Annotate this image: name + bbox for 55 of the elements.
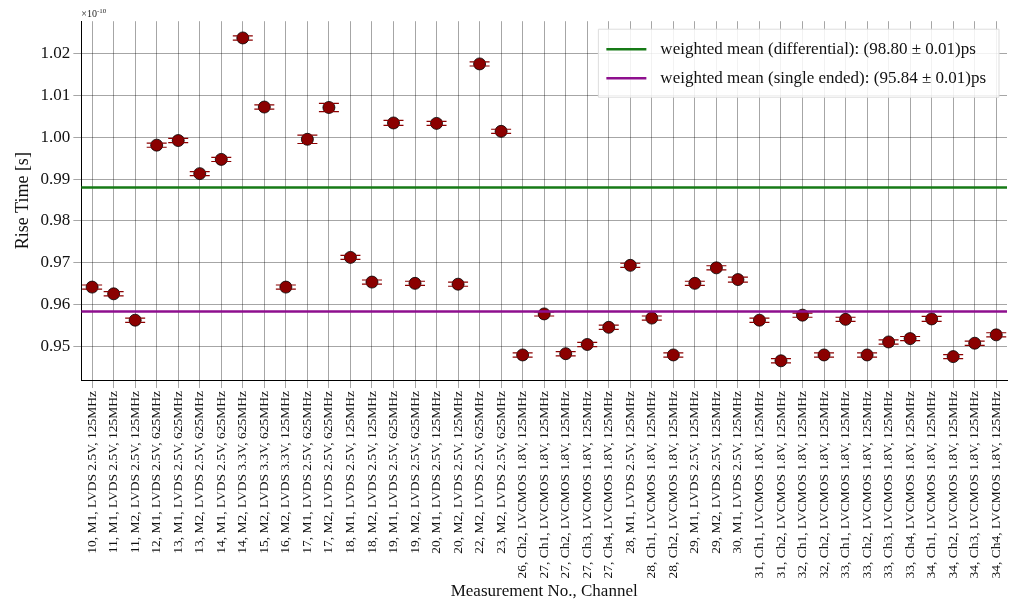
x-tick-label: 19, M2, LVDS 2.5V, 625MHz bbox=[406, 391, 422, 554]
x-tick-label: 27, Ch4, LVCMOS 1.8V, 125MHz bbox=[600, 391, 616, 579]
x-tick-label: 33, Ch1, LVCMOS 1.8V, 125MHz bbox=[837, 391, 853, 579]
x-tick-label: 29, M2, LVDS 2.5V, 125MHz bbox=[707, 391, 723, 554]
x-tick-label: 28, Ch2, LVCMOS 1.8V, 125MHz bbox=[664, 391, 680, 579]
y-tick-label: 0.98 bbox=[40, 210, 71, 230]
y-tick-label: 1.00 bbox=[40, 126, 71, 146]
x-tick-label: 33, Ch3, LVCMOS 1.8V, 125MHz bbox=[880, 391, 896, 579]
x-tick-label: 34, Ch2, LVCMOS 1.8V, 125MHz bbox=[944, 391, 960, 579]
x-tick-label: 32, Ch2, LVCMOS 1.8V, 125MHz bbox=[815, 391, 831, 579]
x-tick-label: 28, M1, LVDS 2.5V, 125MHz bbox=[621, 391, 637, 554]
x-tick-label: 30, M1, LVDS 2.5V, 125MHz bbox=[729, 391, 745, 554]
x-tick-label: 26, Ch2, LVCMOS 1.8V, 125MHz bbox=[514, 391, 530, 579]
x-tick-label: 18, M1, LVDS 2.5V, 125MHz bbox=[341, 391, 357, 554]
x-tick-label: 11, M2, LVDS 2.5V, 125MHz bbox=[126, 391, 142, 554]
x-tick-label: 31, Ch1, LVCMOS 1.8V, 125MHz bbox=[750, 391, 766, 579]
y-tick-label: 0.95 bbox=[40, 336, 71, 356]
x-tick-label: 13, M2, LVDS 2.5V, 625MHz bbox=[191, 391, 207, 554]
y-tick-label: 0.96 bbox=[40, 294, 71, 314]
x-tick-label: 19, M1, LVDS 2.5V, 625MHz bbox=[385, 391, 401, 554]
y-tick-label: 1.01 bbox=[40, 84, 71, 104]
x-tick-label: 27, Ch1, LVCMOS 1.8V, 125MHz bbox=[535, 391, 551, 579]
y-tick-label: 1.02 bbox=[40, 42, 71, 62]
y-tick-label: 0.99 bbox=[40, 168, 71, 188]
x-tick-label: 34, Ch4, LVCMOS 1.8V, 125MHz bbox=[987, 391, 1003, 579]
x-tick-label: 16, M2, LVDS 3.3V, 125MHz bbox=[277, 391, 293, 554]
x-tick-label: 33, Ch2, LVCMOS 1.8V, 125MHz bbox=[858, 391, 874, 579]
x-tick-label: 13, M1, LVDS 2.5V, 625MHz bbox=[169, 391, 185, 554]
x-tick-label: 32, Ch1, LVCMOS 1.8V, 125MHz bbox=[794, 391, 810, 579]
x-tick-label: 28, Ch1, LVCMOS 1.8V, 125MHz bbox=[643, 391, 659, 579]
x-tick-label: 34, Ch1, LVCMOS 1.8V, 125MHz bbox=[923, 391, 939, 579]
x-tick-label: 33, Ch4, LVCMOS 1.8V, 125MHz bbox=[901, 391, 917, 579]
x-tick-label: 34, Ch3, LVCMOS 1.8V, 125MHz bbox=[966, 391, 982, 579]
x-tick-label: 20, M2, LVDS 2.5V, 125MHz bbox=[449, 391, 465, 554]
x-axis-title: Measurement No., Channel bbox=[450, 581, 638, 601]
x-tick-label: 10, M1, LVDS 2.5V, 125MHz bbox=[83, 391, 99, 554]
x-tick-label: 12, M1, LVDS 2.5V, 625MHz bbox=[148, 391, 164, 554]
x-tick-label: 22, M2, LVDS 2.5V, 625MHz bbox=[471, 391, 487, 554]
x-tick-label: 17, M2, LVDS 2.5V, 625MHz bbox=[320, 391, 336, 554]
x-tick-label: 29, M1, LVDS 2.5V, 125MHz bbox=[686, 391, 702, 554]
x-tick-label: 20, M1, LVDS 2.5V, 125MHz bbox=[428, 391, 444, 554]
x-tick-label: 14, M1, LVDS 2.5V, 625MHz bbox=[212, 391, 228, 554]
x-tick-label: 14, M2, LVDS 3.3V, 625MHz bbox=[234, 391, 250, 554]
x-tick-label: 23, M2, LVDS 2.5V, 625MHz bbox=[492, 391, 508, 554]
y-tick-label: 0.97 bbox=[40, 252, 71, 272]
legend-label: weighted mean (single ended): (95.84 ± 0.01)ps bbox=[660, 67, 986, 87]
x-tick-label: 27, Ch3, LVCMOS 1.8V, 125MHz bbox=[578, 391, 594, 579]
x-tick-label: 11, M1, LVDS 2.5V, 125MHz bbox=[105, 391, 121, 554]
x-tick-label: 15, M2, LVDS 3.3V, 625MHz bbox=[255, 391, 271, 554]
x-tick-label: 27, Ch2, LVCMOS 1.8V, 125MHz bbox=[557, 391, 573, 579]
x-tick-label: 18, M2, LVDS 2.5V, 125MHz bbox=[363, 391, 379, 554]
x-tick-label: 17, M1, LVDS 2.5V, 625MHz bbox=[298, 391, 314, 554]
y-axis-title: Rise Time [s] bbox=[11, 152, 32, 250]
legend-label: weighted mean (differential): (98.80 ± 0.01)ps bbox=[660, 38, 976, 58]
x-tick-label: 31, Ch2, LVCMOS 1.8V, 125MHz bbox=[772, 391, 788, 579]
